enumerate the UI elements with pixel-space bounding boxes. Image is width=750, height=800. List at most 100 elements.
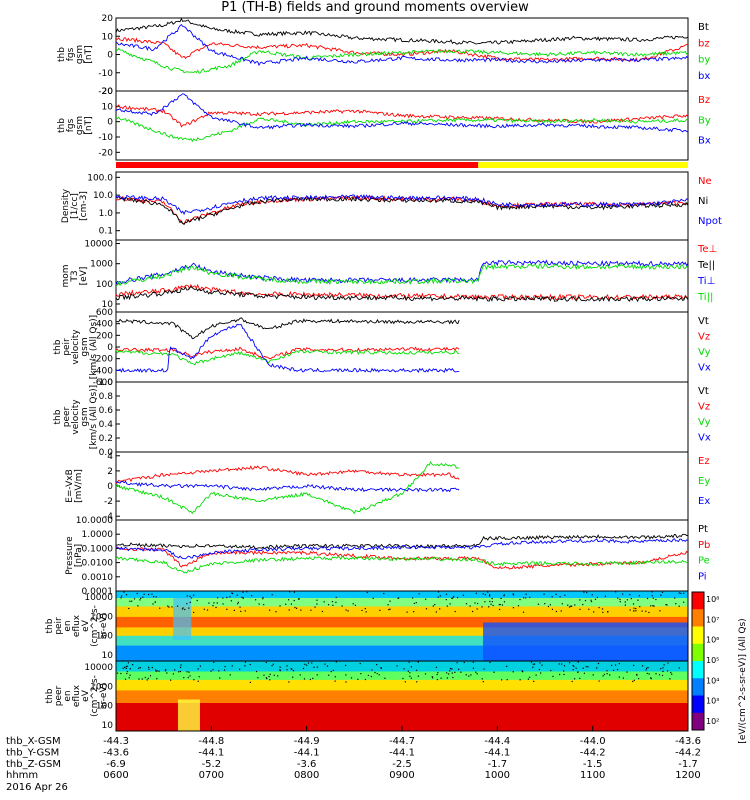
spectrogram-dot xyxy=(501,604,504,606)
spectrogram-dot xyxy=(186,671,188,673)
spectrogram-dot xyxy=(454,671,456,673)
spectrogram-dot xyxy=(541,664,543,666)
y-axis-label: eflux xyxy=(72,684,82,707)
spectrogram-dot xyxy=(151,666,153,669)
spectrogram-dot xyxy=(312,677,314,680)
spectrogram-dot xyxy=(291,668,293,670)
spectrogram-dot xyxy=(523,597,525,599)
spectrogram-dot xyxy=(244,661,247,663)
spectrogram-dot xyxy=(458,668,460,670)
spectrogram-dot xyxy=(137,605,139,607)
spectrogram-dot xyxy=(462,594,464,596)
spectrogram-dot xyxy=(129,668,131,670)
spectrogram-dot xyxy=(241,596,243,598)
spectrogram-dot xyxy=(499,603,501,606)
spectrogram-dot xyxy=(272,663,274,665)
mode-bar-red xyxy=(116,162,479,168)
spectrogram-dot xyxy=(437,591,440,593)
spectrogram-dot xyxy=(632,680,634,683)
spectrogram-dot xyxy=(311,662,313,664)
y-axis-label: [km/s (All Qs)] xyxy=(89,385,99,449)
legend-label: Pt xyxy=(698,524,708,535)
spectrogram-dot xyxy=(159,607,161,609)
y-tick-label: -20 xyxy=(98,148,113,158)
spectrogram-dot xyxy=(327,604,330,606)
spectrogram-dot xyxy=(532,666,534,668)
y-axis-label: thb xyxy=(45,688,55,703)
y-tick-label: 400 xyxy=(96,320,113,330)
spectrogram-dot xyxy=(403,668,405,670)
spectrogram-band xyxy=(116,591,688,599)
spectrogram-dot xyxy=(124,678,127,680)
spectrogram-dot xyxy=(265,677,268,679)
spectrogram-dot xyxy=(215,606,217,609)
spectrogram-dot xyxy=(352,603,354,605)
spectrogram-dot xyxy=(596,667,598,669)
spectrogram-dot xyxy=(678,667,680,669)
spectrogram-dot xyxy=(263,674,265,676)
y-axis-label: sr-eV) xyxy=(99,683,109,709)
y-axis-label: (cm^2-s- xyxy=(90,675,100,717)
spectrogram-dot xyxy=(472,610,474,613)
spectrogram-dot xyxy=(653,605,655,607)
spectrogram-dot xyxy=(561,603,563,605)
y-axis-label: fgs xyxy=(66,47,76,61)
spectrogram-dot xyxy=(123,591,125,593)
position-value: -44.3 xyxy=(103,736,129,747)
spectrogram-dot xyxy=(638,677,640,680)
spectrogram-dot xyxy=(198,676,200,678)
spectrogram-dot xyxy=(655,673,657,675)
spectrogram-dot xyxy=(572,665,574,667)
spectrogram-dot xyxy=(452,676,454,679)
y-tick-label: 1000 xyxy=(90,612,113,622)
spectrogram-dot xyxy=(489,594,491,596)
spectrogram-dot xyxy=(314,606,316,608)
position-row-label: thb_Z-GSM xyxy=(6,759,61,770)
panel-frame xyxy=(115,90,689,161)
spectrogram-dot xyxy=(582,603,584,606)
spectrogram-dot xyxy=(128,607,130,610)
spectrogram-dot xyxy=(183,677,185,679)
y-axis-label: [km/s (All Qs)] xyxy=(89,315,99,379)
spectrogram-dot xyxy=(316,599,318,601)
spectrogram-dot xyxy=(142,596,144,598)
spectrogram-dot xyxy=(364,678,367,681)
spectrogram-dot xyxy=(475,592,477,594)
y-axis-label: thb xyxy=(53,339,63,354)
mode-bar-yellow xyxy=(478,162,688,168)
spectrogram-dot xyxy=(501,679,503,681)
spectrogram-dot xyxy=(594,598,597,600)
spectrogram-dot xyxy=(231,592,234,595)
spectrogram-dot xyxy=(294,606,296,609)
position-row-label: thb_X-GSM xyxy=(6,736,61,747)
spectrogram-dot xyxy=(258,603,260,605)
spectrogram-dot xyxy=(574,604,576,606)
y-tick-label: 0 xyxy=(107,343,113,353)
spectrogram-dot xyxy=(361,609,363,612)
spectrogram-dot xyxy=(555,593,557,595)
spectrogram-dot xyxy=(388,608,390,611)
spectrogram-dot xyxy=(206,609,209,611)
spectrogram-dot xyxy=(579,608,581,610)
y-tick-label: 0.0100 xyxy=(82,559,114,569)
spectrogram-dot xyxy=(551,608,554,610)
colorbar-tick-label: 10⁵ xyxy=(706,656,719,665)
spectrogram-dot xyxy=(567,604,569,606)
spectrogram-dot xyxy=(133,598,136,600)
spectrogram-dot xyxy=(279,670,281,672)
spectrogram-dot xyxy=(122,667,124,669)
spectrogram-dot xyxy=(208,602,210,604)
spectrogram-dot xyxy=(132,664,134,666)
spectrogram-dot xyxy=(299,674,301,676)
y-axis-label: sr-eV) xyxy=(99,613,109,639)
y-tick-label: -10 xyxy=(98,69,113,79)
spectrogram-dot xyxy=(616,668,619,671)
spectrogram-dot xyxy=(651,591,653,593)
spectrogram-dot xyxy=(139,667,141,669)
spectrogram-dot xyxy=(437,596,439,598)
spectrogram-dot xyxy=(387,604,389,606)
spectrogram-dot xyxy=(532,663,534,665)
spectrogram-dot xyxy=(638,595,640,597)
series-line xyxy=(115,195,689,226)
spectrogram-dot xyxy=(579,677,581,679)
